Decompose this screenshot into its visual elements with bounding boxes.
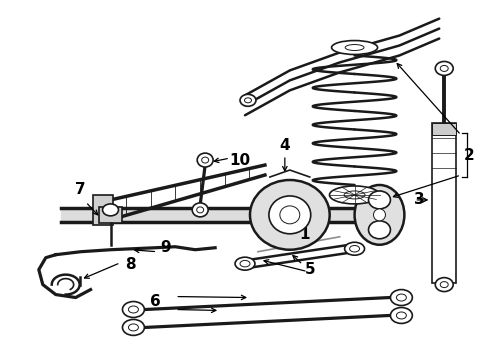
Text: 9: 9 xyxy=(160,240,171,255)
Ellipse shape xyxy=(269,196,311,234)
Ellipse shape xyxy=(240,260,250,267)
Ellipse shape xyxy=(128,324,138,331)
Ellipse shape xyxy=(196,207,204,213)
Text: 3: 3 xyxy=(414,193,425,207)
Ellipse shape xyxy=(329,186,380,204)
Bar xyxy=(432,123,456,135)
Ellipse shape xyxy=(250,180,330,250)
Text: 6: 6 xyxy=(150,294,161,309)
Ellipse shape xyxy=(235,257,255,270)
Ellipse shape xyxy=(368,191,391,209)
Ellipse shape xyxy=(435,62,453,75)
Text: 2: 2 xyxy=(464,148,474,163)
Ellipse shape xyxy=(396,312,406,319)
Text: 10: 10 xyxy=(229,153,250,167)
Ellipse shape xyxy=(102,204,119,216)
Bar xyxy=(432,123,456,283)
Ellipse shape xyxy=(280,206,300,224)
Ellipse shape xyxy=(440,66,448,71)
Ellipse shape xyxy=(202,157,209,163)
Ellipse shape xyxy=(368,221,391,239)
Ellipse shape xyxy=(391,289,413,306)
Ellipse shape xyxy=(345,45,364,50)
Ellipse shape xyxy=(332,41,378,54)
Ellipse shape xyxy=(391,307,413,323)
Text: 5: 5 xyxy=(304,262,315,277)
Ellipse shape xyxy=(122,319,145,336)
Ellipse shape xyxy=(349,246,360,252)
Ellipse shape xyxy=(128,306,138,313)
Text: 4: 4 xyxy=(279,138,290,153)
Ellipse shape xyxy=(396,294,406,301)
Ellipse shape xyxy=(344,191,365,199)
Text: 8: 8 xyxy=(125,257,136,272)
Bar xyxy=(98,207,122,223)
Text: 7: 7 xyxy=(75,183,86,198)
Ellipse shape xyxy=(440,282,448,288)
Ellipse shape xyxy=(122,302,145,318)
Ellipse shape xyxy=(192,203,208,217)
Ellipse shape xyxy=(373,209,386,221)
Ellipse shape xyxy=(355,185,404,245)
Bar xyxy=(93,195,113,225)
Ellipse shape xyxy=(240,94,256,106)
Text: 1: 1 xyxy=(299,227,310,242)
Ellipse shape xyxy=(245,98,251,103)
Ellipse shape xyxy=(344,242,365,255)
Ellipse shape xyxy=(435,278,453,292)
Ellipse shape xyxy=(197,153,213,167)
